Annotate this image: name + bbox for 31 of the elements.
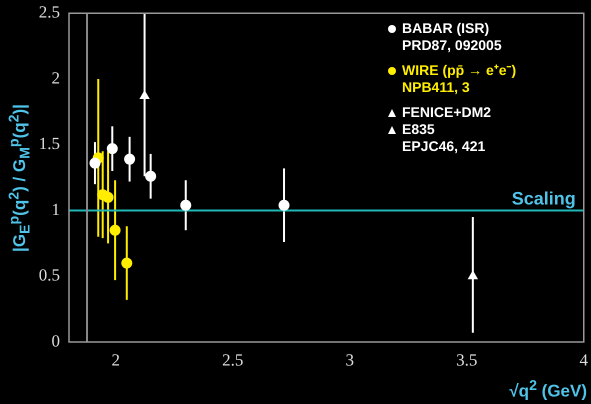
x-axis-title: √q$^{2}$ (GeV) [509, 378, 587, 402]
point [278, 200, 290, 211]
legend-label: WIRE (pp̄ → e⁺e⁻) [402, 62, 516, 79]
point [468, 270, 478, 280]
point [121, 258, 132, 269]
ref-line-label: Scaling [512, 188, 576, 208]
legend-label: E835 [402, 121, 435, 138]
x-tick-label: 2.5 [222, 350, 244, 370]
legend-label: FENICE+DM2 [402, 104, 492, 121]
point [102, 192, 114, 203]
point [145, 170, 156, 182]
x-tick-label: 2 [112, 350, 120, 370]
y-tick-label: 2 [52, 68, 60, 88]
x-tick-label: 3.5 [456, 350, 478, 370]
y-tick-label: 1 [52, 200, 60, 219]
x-tick-label: 4 [580, 350, 588, 370]
point [106, 143, 118, 154]
point [110, 224, 121, 236]
y-tick-label: 0.5 [38, 266, 60, 285]
annotation: PRD87, 092005 [402, 37, 503, 54]
point [180, 200, 192, 211]
point [124, 154, 136, 165]
point [89, 158, 100, 169]
y-tick-label: 2.5 [38, 2, 60, 22]
annotation: EPJC46, 421 [402, 138, 486, 155]
point [140, 90, 150, 100]
y-tick-label: 0 [52, 331, 60, 350]
x-tick-label: 3 [346, 350, 354, 370]
annotation: NPB411, 3 [402, 79, 471, 96]
legend-label: BABAR (ISR) [402, 20, 490, 37]
y-tick-label: 1.5 [38, 134, 60, 154]
